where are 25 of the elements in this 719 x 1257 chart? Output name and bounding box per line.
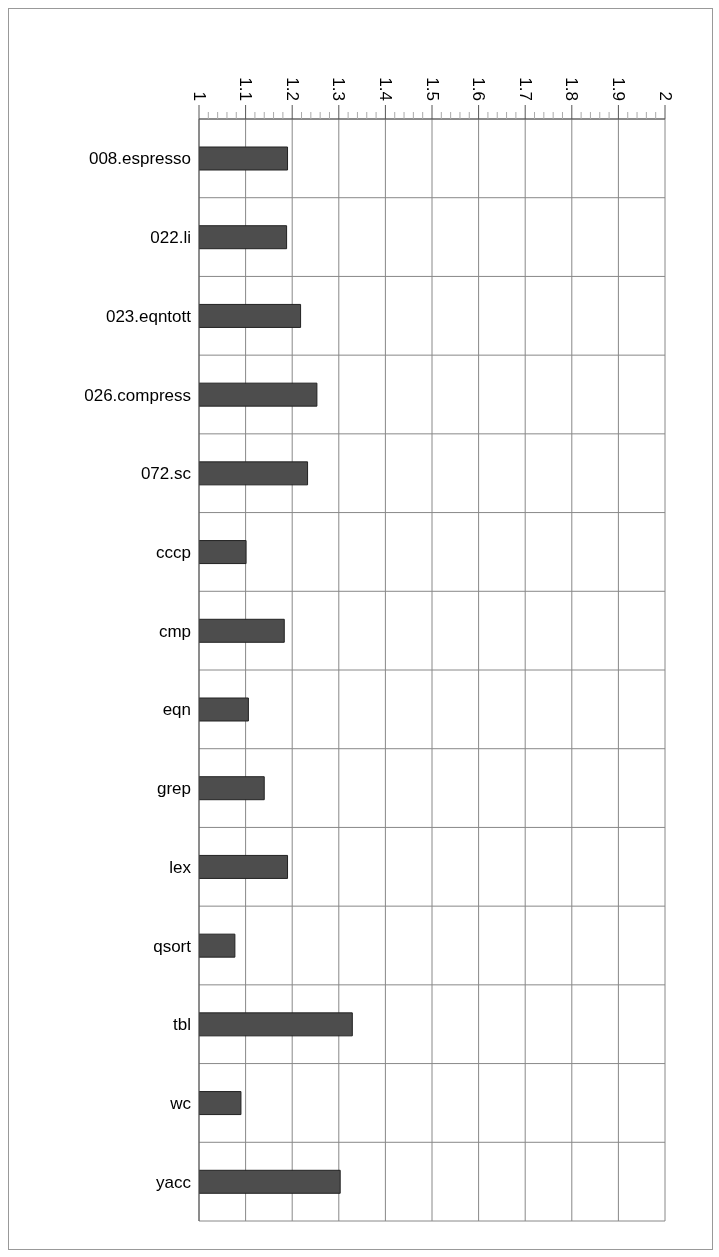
y-tick-label: cccp (156, 542, 191, 562)
y-tick-label: 026.compress (84, 385, 191, 405)
x-tick-label: 1.8 (562, 77, 582, 101)
x-tick-label: 1 (189, 91, 209, 101)
x-tick-label: 1.3 (329, 77, 349, 101)
y-tick-label: tbl (173, 1015, 191, 1035)
y-tick-label: eqn (162, 700, 191, 720)
x-tick-label: 2 (655, 91, 675, 101)
y-tick-label: wc (169, 1093, 192, 1113)
y-tick-label: qsort (153, 936, 192, 956)
x-tick-label: 1.9 (608, 77, 628, 101)
y-tick-label: 008.espresso (88, 149, 191, 169)
x-tick-label: 1.2 (282, 77, 302, 101)
y-tick-label: 023.eqntott (105, 306, 192, 326)
y-tick-label: cmp (158, 621, 191, 641)
y-tick-label: 072.sc (140, 464, 192, 484)
y-tick-label: yacc (156, 1172, 192, 1192)
x-tick-label: 1.7 (515, 77, 535, 101)
y-tick-label: grep (156, 779, 191, 799)
x-tick-label: 1.5 (422, 77, 442, 101)
y-tick-label: lex (169, 857, 192, 877)
y-tick-label: 022.li (150, 228, 191, 248)
x-tick-label: 1.1 (236, 77, 256, 101)
x-tick-label: 1.4 (375, 77, 395, 101)
x-tick-label: 1.6 (469, 77, 489, 101)
